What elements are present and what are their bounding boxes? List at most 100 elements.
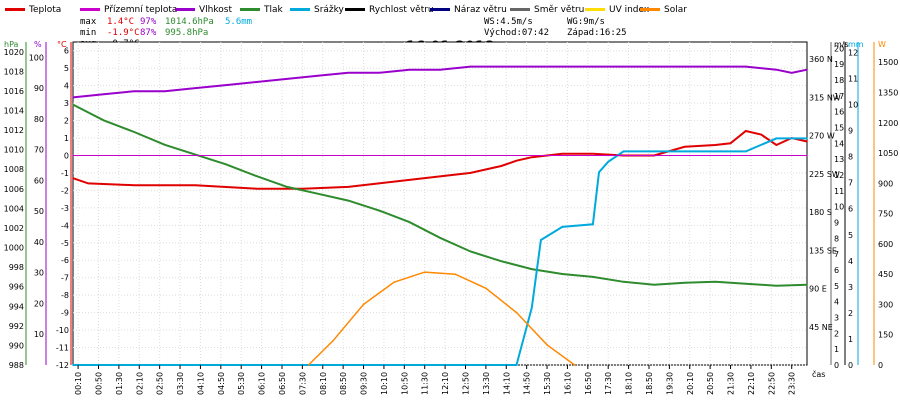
series-point [378, 209, 380, 212]
series-point [500, 165, 502, 167]
axis-tick-label: 450 [878, 270, 893, 279]
series-point [469, 250, 472, 253]
series-point [530, 156, 533, 159]
series-point [102, 119, 105, 122]
x-tick-label: 08:10 [319, 372, 328, 395]
stat-value: 1.4°C [107, 17, 134, 27]
axis-tick-label: 225 SW [809, 170, 840, 179]
axis-tick-label: 150 [878, 331, 893, 340]
series-point [561, 152, 564, 155]
axis-tick-label: 8 [834, 234, 839, 243]
series-point [393, 281, 395, 284]
legend-label: Náraz větru [454, 5, 507, 15]
axis-tick-label: 11 [848, 74, 858, 83]
x-tick-label: 13:30 [482, 372, 491, 395]
axis-tick-label: 988 [9, 361, 24, 370]
x-tick-label: 12:50 [461, 372, 470, 395]
series-point [622, 65, 625, 68]
x-tick-label: 00:50 [94, 372, 103, 395]
series-point [653, 65, 655, 68]
series-point [87, 182, 90, 185]
axis-tick-label: 1018 [4, 67, 24, 76]
series-point [714, 144, 717, 146]
stat-value: 5.6mm [225, 17, 252, 27]
axis-tick-label: 1350 [878, 88, 898, 97]
axis-tick-label: 1020 [4, 48, 24, 57]
axis-tick-label: -7 [61, 274, 69, 283]
series-point [225, 163, 227, 166]
x-tick-label: 02:50 [156, 372, 165, 395]
axis-tick-label: 270 W [809, 132, 835, 141]
series-point [163, 143, 166, 146]
axis-tick-label: 10 [848, 101, 858, 110]
series-point [194, 184, 197, 186]
axis-tick-label: 20 [34, 299, 44, 308]
axis-tick-label: 90 [34, 84, 44, 93]
series-point [592, 223, 594, 226]
stat-value: 1014.6hPa [165, 17, 214, 27]
series-line [73, 137, 807, 366]
x-tick-label: 11:30 [421, 372, 430, 395]
stat-value: WG:9m/s [567, 17, 605, 27]
legend-label: Směr větru [534, 5, 584, 15]
legend-label: Solar [664, 5, 687, 15]
axis-tick-label: 16 [834, 108, 844, 117]
series-point [806, 283, 808, 286]
axis-tick-label: 1500 [878, 58, 898, 67]
x-tick-label: 01:30 [115, 372, 124, 395]
series-point [378, 71, 380, 74]
x-tick-label: 08:50 [339, 372, 348, 395]
series-point [683, 145, 686, 148]
axis-unit: °C [57, 40, 67, 49]
x-tick-label: 18:50 [645, 372, 654, 395]
series-point [194, 87, 197, 89]
axis-unit: m/s [834, 40, 849, 49]
series-point [316, 75, 319, 77]
series-point [714, 281, 717, 283]
series-point [102, 93, 105, 96]
series-point [806, 140, 808, 143]
axis-tick-label: 17 [834, 92, 844, 101]
series-point [683, 281, 686, 284]
axis-tick-label: 1004 [4, 204, 24, 213]
axis-tick-label: 6 [848, 205, 853, 214]
axis-tick-label: 1 [848, 335, 853, 344]
stats-block: max 1.4°C 97% 1014.6hPa 5.6mm min -1.9°C 87% 995… [80, 17, 627, 49]
axis-tick-label: -1 [61, 169, 69, 178]
x-tick-label: 14:50 [523, 372, 532, 395]
axis-tick-label: 992 [9, 322, 24, 331]
x-tick-label: 04:10 [196, 372, 205, 395]
series-point [485, 287, 487, 290]
axis-tick-label: 315 NW [809, 93, 841, 102]
series-point [592, 276, 594, 278]
series-point [745, 65, 747, 68]
x-tick-label: 21:30 [727, 372, 736, 395]
series-point [592, 152, 594, 155]
series-point [806, 68, 808, 71]
axis-tick-label: 80 [34, 115, 44, 124]
axis-tick-label: 4 [848, 257, 853, 266]
axis-tick-label: 4 [834, 298, 839, 307]
axis-tick-label: 9 [834, 219, 839, 228]
legend-label: Teplota [28, 5, 61, 15]
series-point [255, 81, 258, 83]
x-tick-label: 20:50 [706, 372, 715, 395]
axis-tick-label: 90 E [809, 285, 827, 294]
axis-tick-label: 0 [64, 151, 69, 160]
stat-value: 87% [140, 28, 157, 38]
series-point [607, 161, 610, 163]
series-point [133, 184, 135, 186]
x-tick-label: 14:10 [502, 372, 511, 395]
axes: hPa1020101810161014101210101008100610041… [4, 40, 899, 370]
series-point [515, 159, 518, 162]
legend-swatch [5, 8, 25, 11]
x-tick-label: 06:10 [258, 372, 267, 395]
axis-tick-label: -9 [61, 309, 69, 318]
series-point [546, 344, 548, 346]
axis-tick-label: 8 [848, 153, 853, 162]
series-point [347, 71, 350, 74]
series-point [745, 130, 747, 132]
series-point [194, 153, 197, 156]
axis-unit: mm [848, 40, 864, 49]
series-point [469, 65, 472, 68]
